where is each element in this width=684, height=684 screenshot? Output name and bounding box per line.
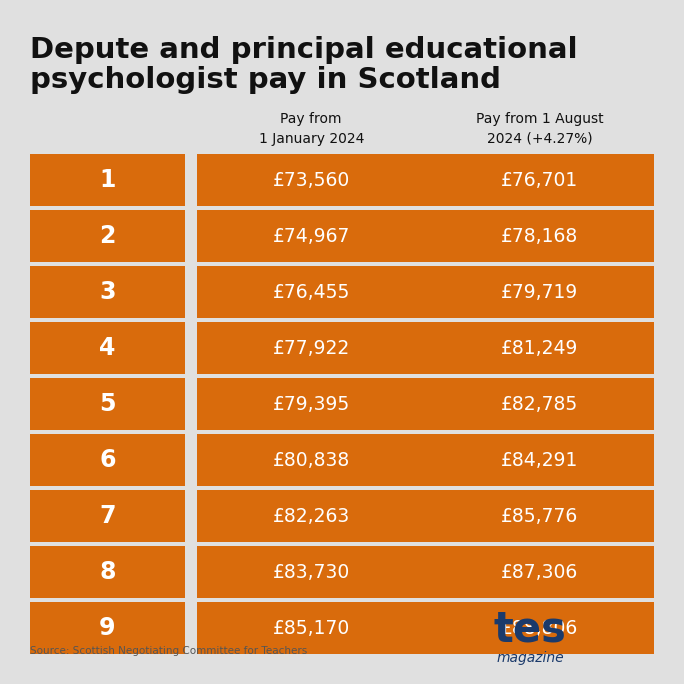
- Text: Pay from
1 January 2024: Pay from 1 January 2024: [259, 112, 364, 146]
- Text: Source: Scottish Negotiating Committee for Teachers: Source: Scottish Negotiating Committee f…: [30, 646, 307, 656]
- Text: £82,263: £82,263: [273, 506, 350, 525]
- Text: 4: 4: [99, 336, 116, 360]
- FancyBboxPatch shape: [197, 210, 654, 262]
- FancyBboxPatch shape: [30, 266, 185, 318]
- Text: £73,560: £73,560: [273, 170, 350, 189]
- Text: £82,785: £82,785: [501, 395, 579, 414]
- Text: 5: 5: [99, 392, 116, 416]
- FancyBboxPatch shape: [197, 602, 654, 654]
- FancyBboxPatch shape: [30, 322, 185, 374]
- Text: Pay from 1 August
2024 (+4.27%): Pay from 1 August 2024 (+4.27%): [476, 112, 603, 146]
- FancyBboxPatch shape: [30, 546, 185, 598]
- Text: magazine: magazine: [496, 651, 564, 665]
- FancyBboxPatch shape: [30, 210, 185, 262]
- FancyBboxPatch shape: [197, 266, 654, 318]
- Text: £85,170: £85,170: [273, 618, 350, 637]
- FancyBboxPatch shape: [197, 490, 654, 542]
- FancyBboxPatch shape: [30, 434, 185, 486]
- Text: Depute and principal educational: Depute and principal educational: [30, 36, 577, 64]
- Text: £74,967: £74,967: [272, 226, 350, 246]
- FancyBboxPatch shape: [30, 154, 185, 206]
- Text: £80,838: £80,838: [273, 451, 350, 469]
- FancyBboxPatch shape: [197, 434, 654, 486]
- FancyBboxPatch shape: [30, 602, 185, 654]
- Text: £87,306: £87,306: [501, 562, 579, 581]
- Text: £78,168: £78,168: [501, 226, 579, 246]
- Text: 2: 2: [99, 224, 116, 248]
- Text: 6: 6: [99, 448, 116, 472]
- Text: £88,806: £88,806: [501, 618, 579, 637]
- Text: 8: 8: [99, 560, 116, 584]
- Text: £77,922: £77,922: [273, 339, 350, 358]
- Text: 9: 9: [99, 616, 116, 640]
- Text: tes: tes: [494, 608, 566, 650]
- Text: £84,291: £84,291: [501, 451, 579, 469]
- FancyBboxPatch shape: [197, 154, 654, 206]
- FancyBboxPatch shape: [197, 322, 654, 374]
- FancyBboxPatch shape: [30, 490, 185, 542]
- Text: £79,395: £79,395: [273, 395, 350, 414]
- Text: 3: 3: [99, 280, 116, 304]
- FancyBboxPatch shape: [197, 378, 654, 430]
- FancyBboxPatch shape: [30, 378, 185, 430]
- Text: 7: 7: [99, 504, 116, 528]
- Text: £81,249: £81,249: [501, 339, 579, 358]
- Text: psychologist pay in Scotland: psychologist pay in Scotland: [30, 66, 501, 94]
- Text: £79,719: £79,719: [501, 282, 579, 302]
- FancyBboxPatch shape: [197, 546, 654, 598]
- Text: £85,776: £85,776: [501, 506, 579, 525]
- Text: 1: 1: [99, 168, 116, 192]
- Text: £76,701: £76,701: [501, 170, 579, 189]
- Text: £76,455: £76,455: [272, 282, 350, 302]
- Text: £83,730: £83,730: [273, 562, 350, 581]
